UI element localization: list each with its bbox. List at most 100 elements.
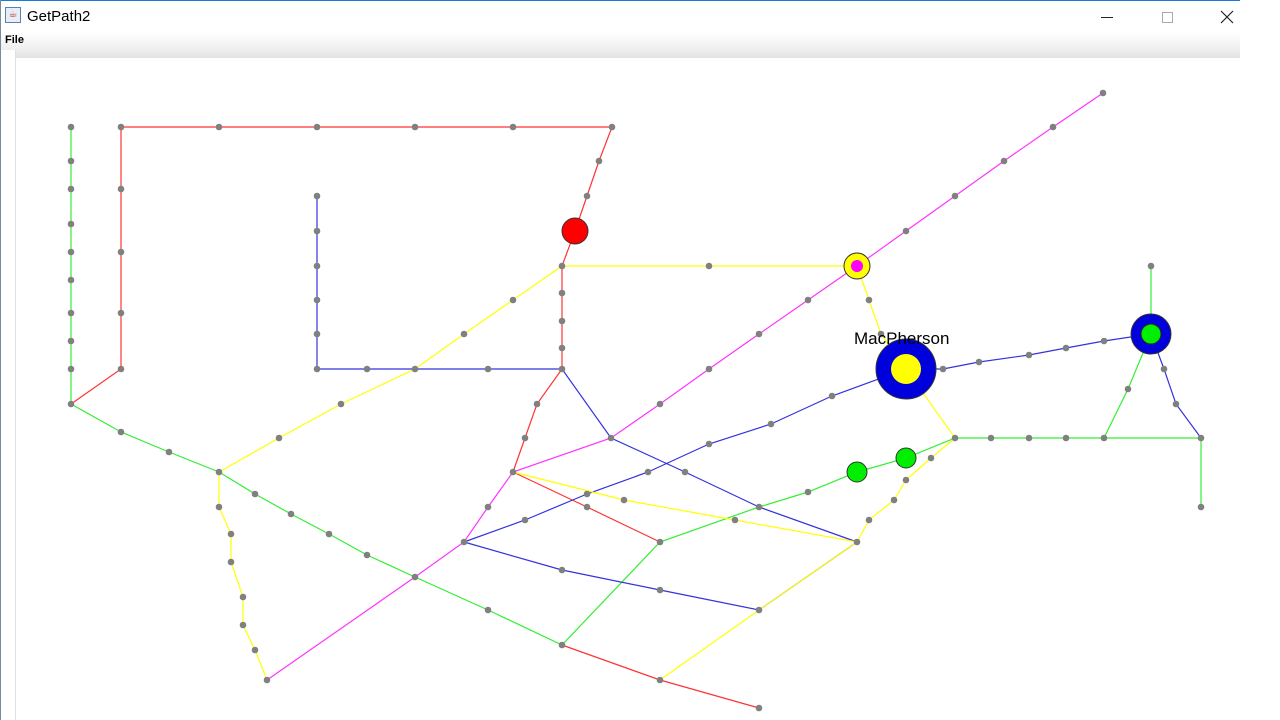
green-marker-a[interactable] xyxy=(846,461,868,483)
station-node[interactable] xyxy=(227,558,235,566)
station-node[interactable] xyxy=(313,123,321,131)
station-node[interactable] xyxy=(705,440,713,448)
station-node[interactable] xyxy=(313,192,321,200)
station-node[interactable] xyxy=(67,248,75,256)
station-node[interactable] xyxy=(656,676,664,684)
station-node[interactable] xyxy=(117,123,125,131)
station-node[interactable] xyxy=(1049,123,1057,131)
station-node[interactable] xyxy=(656,538,664,546)
station-node[interactable] xyxy=(705,262,713,270)
station-node[interactable] xyxy=(1100,434,1108,442)
minimize-button[interactable] xyxy=(1077,1,1137,33)
station-node[interactable] xyxy=(215,503,223,511)
station-node[interactable] xyxy=(705,365,713,373)
station-node[interactable] xyxy=(67,157,75,165)
station-node[interactable] xyxy=(939,365,947,373)
station-node[interactable] xyxy=(521,434,529,442)
station-node[interactable] xyxy=(67,337,75,345)
station-node[interactable] xyxy=(877,330,885,338)
station-node[interactable] xyxy=(755,330,763,338)
station-node[interactable] xyxy=(1062,344,1070,352)
station-node[interactable] xyxy=(828,392,836,400)
station-node[interactable] xyxy=(853,538,861,546)
station-node[interactable] xyxy=(251,490,259,498)
station-node[interactable] xyxy=(509,468,517,476)
menu-file[interactable]: File xyxy=(5,34,24,46)
station-node[interactable] xyxy=(583,503,591,511)
station-node[interactable] xyxy=(363,551,371,559)
station-node[interactable] xyxy=(287,510,295,518)
station-node[interactable] xyxy=(117,428,125,436)
station-node[interactable] xyxy=(313,365,321,373)
station-node[interactable] xyxy=(558,262,566,270)
station-node[interactable] xyxy=(558,317,566,325)
station-node[interactable] xyxy=(117,365,125,373)
station-node[interactable] xyxy=(337,400,345,408)
station-node[interactable] xyxy=(890,496,898,504)
station-node[interactable] xyxy=(1025,434,1033,442)
station-node[interactable] xyxy=(558,344,566,352)
station-node[interactable] xyxy=(484,503,492,511)
station-node[interactable] xyxy=(620,496,628,504)
station-node[interactable] xyxy=(608,123,616,131)
station-node[interactable] xyxy=(484,606,492,614)
station-node[interactable] xyxy=(363,365,371,373)
station-node[interactable] xyxy=(1160,365,1168,373)
map-canvas[interactable] xyxy=(21,58,1241,720)
station-node[interactable] xyxy=(681,468,689,476)
station-node[interactable] xyxy=(902,227,910,235)
station-node[interactable] xyxy=(411,365,419,373)
station-node[interactable] xyxy=(583,192,591,200)
station-node[interactable] xyxy=(251,646,259,654)
station-node[interactable] xyxy=(67,220,75,228)
station-node[interactable] xyxy=(1025,351,1033,359)
station-node[interactable] xyxy=(755,606,763,614)
station-node[interactable] xyxy=(117,309,125,317)
station-node[interactable] xyxy=(804,296,812,304)
station-node[interactable] xyxy=(607,434,615,442)
station-node[interactable] xyxy=(67,309,75,317)
station-node[interactable] xyxy=(558,365,566,373)
station-node[interactable] xyxy=(533,400,541,408)
station-node[interactable] xyxy=(1197,434,1205,442)
station-node[interactable] xyxy=(951,434,959,442)
station-node[interactable] xyxy=(411,123,419,131)
station-node[interactable] xyxy=(1100,337,1108,345)
station-node[interactable] xyxy=(865,296,873,304)
station-node[interactable] xyxy=(902,476,910,484)
station-node[interactable] xyxy=(67,123,75,131)
station-node[interactable] xyxy=(165,448,173,456)
station-node[interactable] xyxy=(804,488,812,496)
station-node[interactable] xyxy=(987,434,995,442)
station-node[interactable] xyxy=(313,330,321,338)
station-node[interactable] xyxy=(227,530,235,538)
station-node[interactable] xyxy=(767,420,775,428)
station-node[interactable] xyxy=(263,676,271,684)
station-node[interactable] xyxy=(117,185,125,193)
station-node[interactable] xyxy=(558,641,566,649)
station-node[interactable] xyxy=(1197,503,1205,511)
station-node[interactable] xyxy=(509,123,517,131)
station-node[interactable] xyxy=(239,593,247,601)
station-node[interactable] xyxy=(215,468,223,476)
red-marker[interactable] xyxy=(561,217,589,245)
station-node[interactable] xyxy=(755,503,763,511)
station-node[interactable] xyxy=(865,516,873,524)
green-marker-b[interactable] xyxy=(895,447,917,469)
station-node[interactable] xyxy=(521,516,529,524)
station-node[interactable] xyxy=(117,248,125,256)
station-node[interactable] xyxy=(460,538,468,546)
station-node[interactable] xyxy=(313,296,321,304)
station-node[interactable] xyxy=(275,434,283,442)
station-node[interactable] xyxy=(583,490,591,498)
maximize-button[interactable] xyxy=(1137,1,1197,33)
station-node[interactable] xyxy=(325,530,333,538)
station-node[interactable] xyxy=(558,566,566,574)
station-node[interactable] xyxy=(460,330,468,338)
station-node[interactable] xyxy=(1099,89,1107,97)
station-node[interactable] xyxy=(67,400,75,408)
station-node[interactable] xyxy=(927,454,935,462)
station-node[interactable] xyxy=(313,262,321,270)
station-node[interactable] xyxy=(67,276,75,284)
station-node[interactable] xyxy=(1172,400,1180,408)
